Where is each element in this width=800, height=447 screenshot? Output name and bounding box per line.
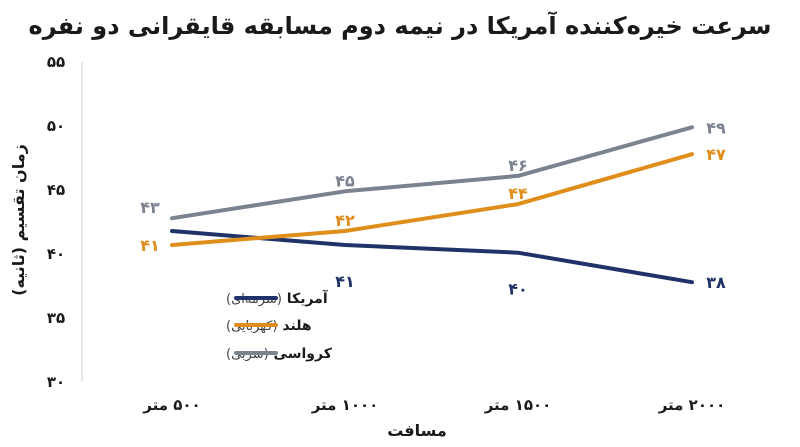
- legend-item: کرواسی (سربی): [226, 346, 333, 362]
- data-label: ۴۹: [706, 118, 726, 137]
- data-label: ۴۷: [706, 145, 726, 164]
- y-tick-label: ۴۰: [47, 245, 65, 263]
- legend-item: هلند (کهربایی): [226, 318, 312, 334]
- data-label: ۴۴: [508, 184, 528, 203]
- legend-item: آمریکا (سرمه‌ای): [226, 289, 329, 307]
- data-label: ۴۶: [508, 156, 528, 175]
- x-axis-title: مسافت: [387, 421, 447, 440]
- x-tick-label: ۱۰۰۰ متر: [311, 396, 379, 414]
- data-label: ۳۸: [706, 273, 726, 292]
- x-tick-labels: ۵۰۰ متر ۱۰۰۰ متر ۱۵۰۰ متر ۲۰۰۰ متر: [142, 396, 725, 414]
- x-tick-label: ۵۰۰ متر: [142, 396, 200, 414]
- y-tick-label: ۵۰: [47, 117, 65, 135]
- y-tick-label: ۳۵: [47, 309, 65, 327]
- data-label: ۴۰: [508, 280, 528, 299]
- chart-title: سرعت خیره‌کننده آمریکا در نیمه دوم مسابق…: [29, 11, 772, 40]
- y-tick-label: ۵۵: [47, 53, 65, 71]
- data-label: ۴۱: [335, 272, 355, 291]
- data-label: ۴۳: [140, 198, 160, 217]
- legend: آمریکا (سرمه‌ای) هلند (کهربایی) کرواسی (سر…: [226, 289, 333, 362]
- data-label: ۴۵: [335, 171, 355, 190]
- x-tick-label: ۱۵۰۰ متر: [484, 396, 552, 414]
- series-line: [172, 127, 692, 218]
- x-tick-label: ۲۰۰۰ متر: [658, 396, 726, 414]
- data-label: ۴۱: [140, 236, 160, 255]
- y-tick-labels: ۳۰ ۳۵ ۴۰ ۴۵ ۵۰ ۵۵: [47, 53, 65, 391]
- y-tick-label: ۴۵: [47, 181, 65, 199]
- data-label: ۴۲: [335, 211, 355, 230]
- series-lines: [172, 127, 692, 282]
- y-tick-label: ۳۰: [47, 373, 65, 391]
- series-line: [172, 154, 692, 245]
- y-axis-title: زمان تقسیم (ثانیه): [9, 144, 28, 296]
